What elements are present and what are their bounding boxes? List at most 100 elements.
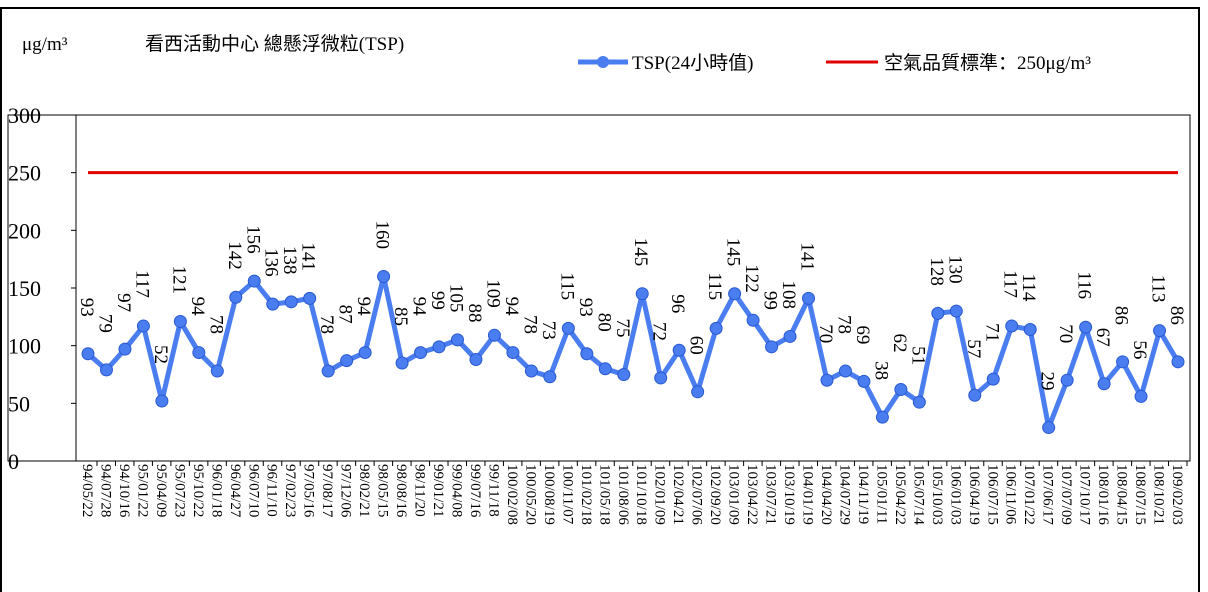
x-tick-label: 94/07/28	[97, 464, 113, 517]
x-tick-label: 108/10/21	[1151, 464, 1167, 525]
data-label: 117	[131, 270, 152, 298]
data-point	[155, 394, 169, 408]
data-label: 67	[1092, 328, 1113, 347]
x-tick-label: 105/04/22	[892, 464, 908, 525]
data-label: 94	[353, 297, 374, 317]
data-point	[838, 364, 852, 378]
data-label: 94	[409, 297, 430, 317]
data-point	[432, 340, 446, 354]
x-tick-label: 98/02/21	[356, 464, 372, 517]
data-point	[303, 291, 317, 305]
legend-marker	[597, 56, 609, 68]
data-label: 94	[501, 297, 522, 317]
data-label: 105	[445, 284, 466, 313]
data-point	[136, 319, 150, 333]
x-tick-label: 103/10/19	[781, 464, 797, 525]
data-point	[1097, 377, 1111, 391]
x-tick-label: 95/01/22	[134, 464, 150, 517]
x-tick-label: 99/04/08	[448, 464, 464, 517]
data-label: 52	[150, 345, 171, 364]
x-tick-label: 96/07/10	[245, 464, 261, 517]
data-point	[506, 346, 520, 360]
x-tick-label: 97/08/17	[319, 464, 335, 518]
data-label: 62	[889, 333, 910, 352]
data-point	[709, 321, 723, 335]
data-label: 71	[981, 323, 1002, 342]
data-label: 160	[372, 220, 393, 249]
data-label: 145	[630, 238, 651, 267]
data-point	[561, 321, 575, 335]
data-point	[99, 363, 113, 377]
x-tick-label: 107/07/09	[1058, 464, 1074, 525]
x-tick-label: 98/08/16	[393, 464, 409, 518]
x-tick-label: 102/01/09	[652, 464, 668, 525]
data-label: 117	[1000, 270, 1021, 298]
unit-label: μg/m³	[22, 34, 68, 55]
data-label: 80	[593, 313, 614, 332]
data-label: 73	[538, 321, 559, 340]
data-label: 78	[316, 315, 337, 334]
data-point	[654, 371, 668, 385]
data-point	[487, 328, 501, 342]
data-point	[1153, 324, 1167, 338]
data-point	[321, 364, 335, 378]
data-point	[229, 290, 243, 304]
data-label: 141	[298, 242, 319, 271]
legend-label: TSP(24小時值)	[632, 52, 753, 74]
data-label: 72	[649, 322, 670, 341]
data-label: 51	[907, 346, 928, 365]
data-label: 56	[1129, 340, 1150, 359]
x-tick-label: 105/10/03	[929, 464, 945, 525]
x-tick-label: 95/04/09	[153, 464, 169, 517]
data-label: 96	[667, 294, 688, 313]
x-tick-label: 99/07/16	[467, 464, 483, 518]
data-point	[210, 364, 224, 378]
x-tick-label: 103/07/21	[763, 464, 779, 525]
data-label: 78	[205, 315, 226, 334]
x-tick-label: 101/02/18	[578, 464, 594, 525]
x-tick-label: 101/08/06	[615, 464, 631, 525]
y-tick-label: 250	[8, 161, 41, 186]
x-tick-label: 100/08/19	[541, 464, 557, 525]
y-tick-label: 0	[8, 449, 19, 474]
x-tick-label: 95/07/23	[171, 464, 187, 517]
legend-label: 空氣品質標準：250μg/m³	[884, 52, 1091, 74]
y-tick-label: 300	[8, 103, 41, 128]
data-point	[986, 372, 1000, 386]
data-point	[266, 297, 280, 311]
data-label: 93	[575, 298, 596, 317]
data-label: 94	[187, 297, 208, 317]
data-point	[765, 340, 779, 354]
data-point	[746, 313, 760, 327]
x-tick-label: 102/07/06	[689, 464, 705, 525]
data-label: 78	[519, 315, 540, 334]
data-label: 114	[1018, 274, 1039, 302]
x-tick-label: 107/06/17	[1040, 464, 1056, 525]
x-tick-label: 99/11/18	[485, 464, 501, 517]
data-label: 86	[1111, 306, 1132, 325]
x-tick-label: 108/01/16	[1095, 464, 1111, 525]
data-label: 141	[797, 242, 818, 271]
data-label: 87	[335, 305, 356, 324]
x-tick-label: 103/04/22	[744, 464, 760, 525]
data-label: 60	[686, 336, 707, 355]
data-point	[173, 314, 187, 328]
data-label: 113	[1148, 275, 1169, 303]
data-label: 38	[870, 361, 891, 380]
data-label: 99	[427, 291, 448, 310]
x-tick-label: 104/07/29	[836, 464, 852, 525]
data-label: 115	[556, 272, 577, 300]
data-point	[617, 368, 631, 381]
x-tick-label: 97/05/16	[301, 464, 317, 518]
data-label: 78	[833, 315, 854, 334]
data-label: 156	[242, 225, 263, 254]
x-tick-label: 101/10/18	[633, 464, 649, 525]
data-label: 86	[1166, 306, 1187, 325]
data-label: 122	[741, 264, 762, 293]
x-tick-label: 98/11/20	[412, 464, 428, 517]
data-point	[672, 343, 686, 357]
x-tick-label: 100/11/07	[559, 464, 575, 525]
x-tick-label: 106/07/15	[984, 464, 1000, 525]
x-tick-label: 102/04/21	[670, 464, 686, 525]
data-point	[543, 370, 557, 384]
